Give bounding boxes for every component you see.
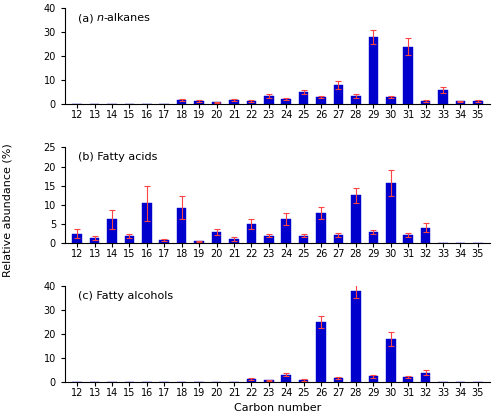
Bar [351,195,360,243]
Bar [421,101,430,104]
Text: (b) Fatty acids: (b) Fatty acids [78,152,157,162]
Bar [194,241,204,243]
Bar [404,47,413,104]
Bar [316,322,326,382]
Bar [421,373,430,382]
Text: (c) Fatty alcohols: (c) Fatty alcohols [78,291,173,301]
Bar [90,238,100,243]
Bar [142,203,152,243]
Bar [421,228,430,243]
Bar [72,234,82,243]
Bar [194,101,204,104]
Bar [316,213,326,243]
Bar [107,220,117,243]
Bar [334,85,344,104]
Bar [282,375,291,382]
Bar [299,380,308,382]
Bar [299,236,308,243]
Bar [386,183,396,243]
Bar [386,339,396,382]
Bar [299,92,308,104]
Bar [246,379,256,382]
Text: n: n [97,13,104,23]
Bar [212,102,222,104]
Bar [334,378,344,382]
Bar [351,291,360,382]
Text: -alkanes: -alkanes [104,13,151,23]
Bar [124,236,134,243]
Bar [368,376,378,382]
Bar [282,219,291,243]
Bar [229,100,238,104]
Bar [404,377,413,382]
Bar [386,97,396,104]
Bar [246,224,256,243]
Bar [316,97,326,104]
Bar [264,380,274,382]
Bar [177,100,186,104]
Bar [404,235,413,243]
Bar [368,37,378,104]
Bar [438,90,448,104]
Bar [264,96,274,104]
Bar [246,101,256,104]
Bar [282,99,291,104]
Bar [177,208,186,243]
X-axis label: Carbon number: Carbon number [234,403,321,413]
Bar [351,96,360,104]
Text: Relative abundance (%): Relative abundance (%) [2,143,12,277]
Bar [473,101,482,104]
Bar [212,232,222,243]
Bar [160,240,169,243]
Bar [229,239,238,243]
Bar [368,232,378,243]
Bar [334,235,344,243]
Text: (a): (a) [78,13,97,23]
Bar [264,236,274,243]
Bar [456,101,465,104]
